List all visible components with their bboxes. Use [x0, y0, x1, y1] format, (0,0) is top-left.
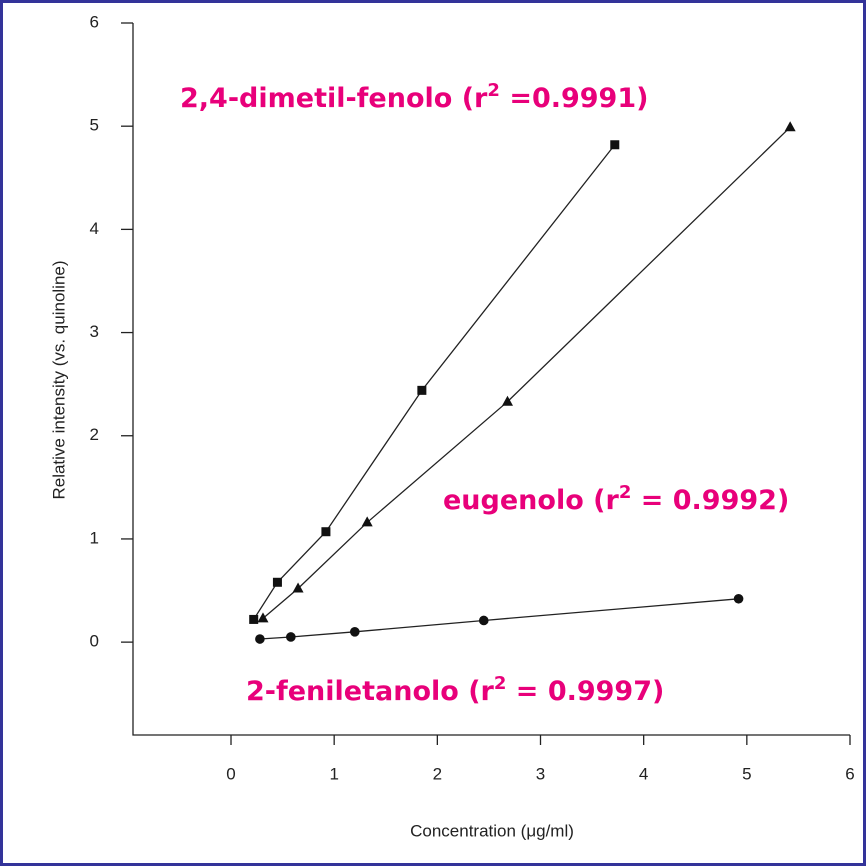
- data-point: [501, 395, 513, 406]
- y-tick-label: 5: [90, 116, 99, 135]
- data-point: [417, 385, 427, 395]
- data-point: [361, 516, 373, 527]
- axis-line: [132, 23, 850, 736]
- annotation-superscript: 2: [619, 482, 632, 503]
- x-axis-label: Concentration (μg/ml): [410, 821, 574, 840]
- y-tick-label: 6: [90, 12, 99, 31]
- annotation-text: 2,4-dimetil-fenolo (r: [180, 83, 488, 114]
- annotation-text: 2-feniletanolo (r: [246, 676, 495, 707]
- x-tick-label: 6: [845, 764, 854, 783]
- y-axis-label: Relative intensity (vs. quinoline): [49, 260, 68, 499]
- fit-line: [259, 598, 739, 640]
- x-tick-label: 3: [536, 764, 545, 783]
- y-tick-label: 1: [90, 528, 99, 547]
- annotation-text: =0.9991): [500, 83, 649, 114]
- annotation-superscript: 2: [494, 673, 507, 694]
- data-point: [286, 632, 296, 642]
- data-point: [292, 582, 304, 593]
- annotation-text: eugenolo (r: [443, 485, 619, 516]
- y-tick-label: 2: [90, 425, 99, 444]
- annotation: 2-feniletanolo (r2 = 0.9997): [246, 673, 664, 707]
- data-point: [610, 140, 620, 150]
- fit-line: [253, 144, 616, 620]
- data-point: [321, 527, 331, 537]
- x-tick-label: 4: [639, 764, 648, 783]
- data-point: [478, 615, 489, 626]
- data-point: [255, 634, 265, 644]
- data-point: [733, 593, 744, 604]
- y-tick-label: 0: [90, 632, 99, 651]
- x-tick-label: 1: [329, 764, 338, 783]
- y-tick-label: 3: [90, 322, 99, 341]
- annotation-text: = 0.9997): [506, 676, 664, 707]
- data-point: [784, 121, 796, 132]
- x-tick-label: 2: [433, 764, 442, 783]
- data-point: [350, 627, 360, 637]
- annotation-text: = 0.9992): [631, 485, 789, 516]
- annotation-superscript: 2: [487, 80, 500, 101]
- annotation: eugenolo (r2 = 0.9992): [443, 482, 789, 516]
- data-point: [272, 577, 282, 587]
- fit-line: [262, 126, 791, 619]
- x-tick-label: 5: [742, 764, 751, 783]
- data-point: [249, 614, 259, 624]
- data-point: [257, 612, 269, 623]
- annotation: 2,4-dimetil-fenolo (r2 =0.9991): [180, 80, 648, 114]
- y-tick-label: 4: [90, 219, 99, 238]
- x-tick-label: 0: [226, 764, 235, 783]
